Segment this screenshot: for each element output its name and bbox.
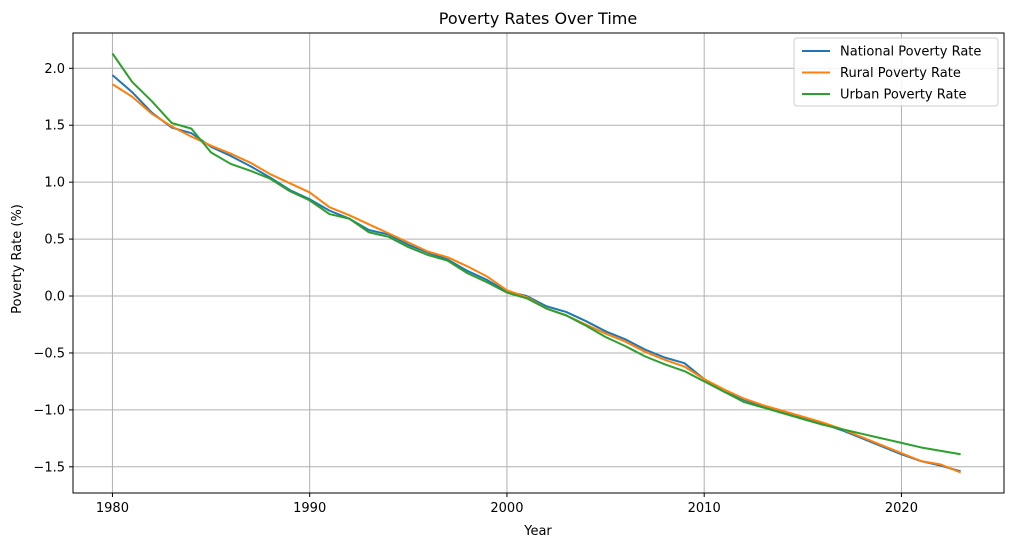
chart-title: Poverty Rates Over Time (439, 9, 637, 28)
y-axis: −1.5 −1.0 −0.5 0.0 0.5 1.0 1.5 2.0 (33, 62, 73, 475)
series-line-3 (111, 52, 961, 456)
y-tick-label: −1.5 (33, 460, 65, 475)
y-tick-label: 0.0 (44, 290, 65, 305)
legend: National Poverty Rate Rural Poverty Rate U… (793, 37, 999, 107)
x-tick-label: 1980 (96, 501, 129, 516)
x-tick-label: 1990 (293, 501, 326, 516)
series-group (111, 52, 961, 474)
x-axis: 1980 1990 2000 2010 2020 (96, 493, 918, 516)
y-tick-label: 2.0 (44, 62, 65, 77)
series-line-1 (111, 74, 961, 473)
y-tick-label: −0.5 (33, 346, 65, 361)
legend-label: Urban Poverty Rate (840, 88, 967, 103)
legend-box (793, 37, 999, 107)
series-line-2 (111, 83, 961, 474)
x-axis-label: Year (523, 524, 552, 539)
y-tick-label: 0.5 (44, 233, 65, 248)
legend-label: National Poverty Rate (840, 45, 981, 60)
y-tick-label: −1.0 (33, 403, 65, 418)
x-tick-label: 2010 (688, 501, 721, 516)
y-tick-label: 1.5 (44, 119, 65, 134)
x-tick-label: 2020 (885, 501, 918, 516)
y-tick-label: 1.0 (44, 176, 65, 191)
legend-label: Rural Poverty Rate (840, 66, 961, 81)
y-axis-label: Poverty Rate (%) (10, 204, 25, 314)
plot-frame (72, 32, 1005, 494)
x-tick-label: 2000 (490, 501, 523, 516)
